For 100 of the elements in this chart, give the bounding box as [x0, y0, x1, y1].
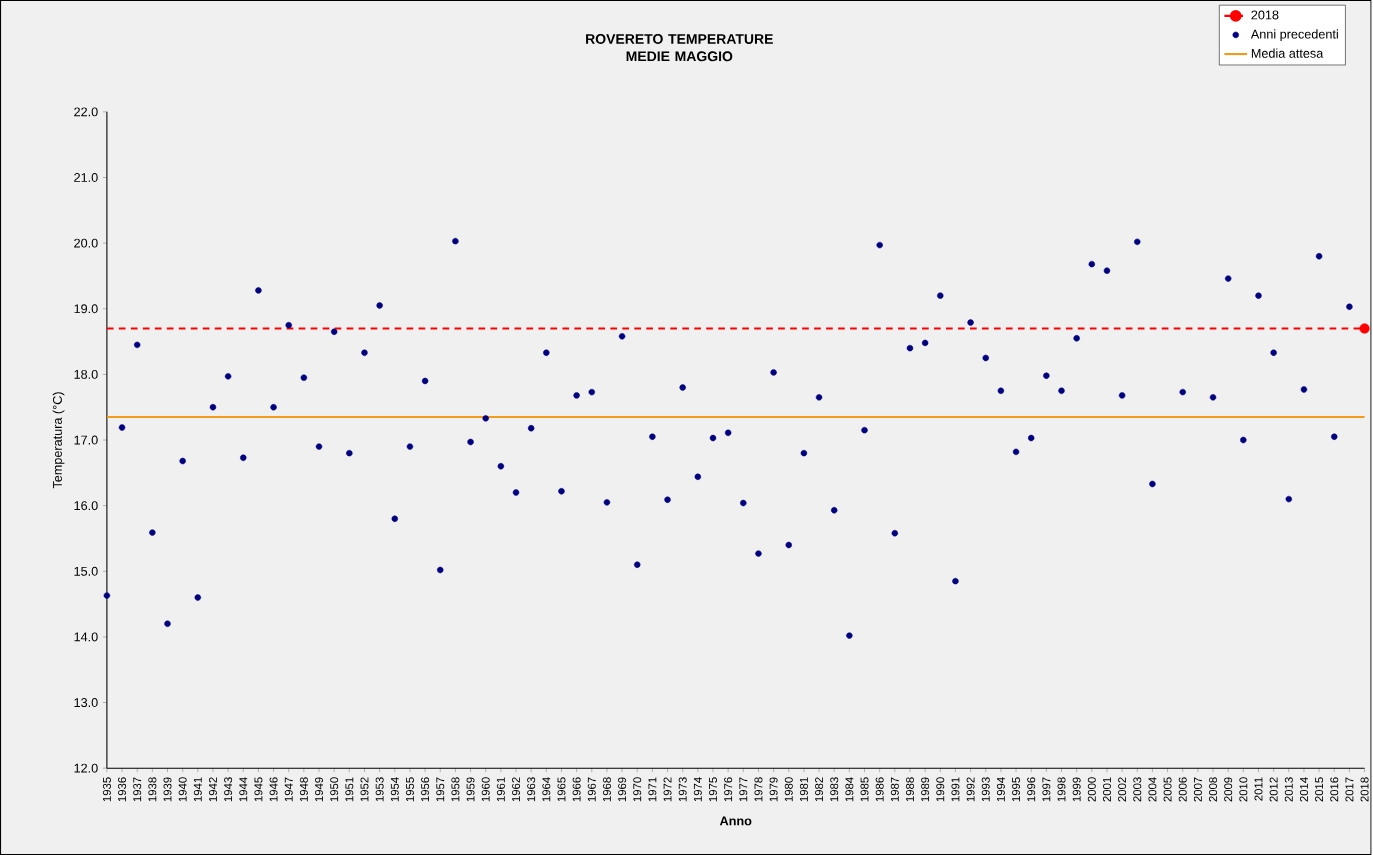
x-tick-label: 1971: [648, 777, 657, 802]
y-tick-label: 21.0: [74, 172, 98, 182]
y-axis-title: Temperatura (°C): [52, 392, 65, 489]
x-tick-label: 2007: [1193, 777, 1202, 802]
x-tick-label: 1966: [572, 777, 581, 802]
x-tick-label: 1980: [784, 777, 793, 802]
x-tick-label: 2002: [1118, 777, 1127, 802]
x-tick-label: 2018: [1360, 777, 1369, 802]
x-tick-label: 1957: [436, 777, 445, 802]
chart-title: ROVERETO TEMPERATURE MEDIE MAGGIO: [586, 33, 773, 62]
x-tick-label: 1944: [239, 777, 248, 802]
x-tick-label: 1987: [890, 777, 899, 802]
y-tick-label: 17.0: [74, 435, 98, 445]
x-tick-label: 1977: [739, 777, 748, 802]
x-tick-label: 1948: [299, 777, 308, 802]
x-tick-label: 2014: [1299, 777, 1308, 802]
x-tick-label: 1969: [618, 777, 627, 802]
x-tick-label: 1963: [527, 777, 536, 802]
x-tick-label: 1958: [451, 777, 460, 802]
x-tick-label: 2000: [1087, 777, 1096, 802]
x-tick-label: 1935: [102, 777, 111, 802]
x-tick-label: 1946: [269, 777, 278, 802]
x-tick-label: 1983: [830, 777, 839, 802]
x-tick-label: 1988: [905, 777, 914, 802]
y-tick-label: 22.0: [74, 107, 98, 117]
x-tick-label: 1979: [769, 777, 778, 802]
x-tick-label: 1997: [1042, 777, 1051, 802]
x-tick-label: 1943: [224, 777, 233, 802]
x-tick-label: 1942: [208, 777, 217, 802]
x-tick-label: 1992: [966, 777, 975, 802]
x-tick-label: 2012: [1269, 777, 1278, 802]
x-tick-label: 1936: [118, 777, 127, 802]
x-tick-label: 2005: [1163, 777, 1172, 802]
x-tick-label: 2001: [1102, 777, 1111, 802]
y-tick-label: 12.0: [74, 763, 98, 773]
x-tick-label: 2015: [1315, 777, 1324, 802]
x-tick-label: 1998: [1057, 777, 1066, 802]
x-tick-label: 1938: [148, 777, 157, 802]
x-tick-label: 1974: [693, 777, 702, 802]
x-tick-label: 1991: [951, 777, 960, 802]
y-tick-label: 15.0: [74, 566, 98, 576]
x-axis-title: Anno: [719, 816, 752, 826]
x-tick-label: 1952: [360, 777, 369, 802]
y-tick-label: 20.0: [74, 238, 98, 248]
x-tick-label: 1960: [481, 777, 490, 802]
x-tick-label: 2013: [1284, 777, 1293, 802]
x-tick-label: 1945: [254, 777, 263, 802]
x-tick-label: 2006: [1178, 777, 1187, 802]
x-tick-label: 2009: [1224, 777, 1233, 802]
x-tick-label: 1961: [496, 777, 505, 802]
x-tick-label: 2010: [1239, 777, 1248, 802]
x-tick-label: 1993: [981, 777, 990, 802]
x-tick-label: 2004: [1148, 777, 1157, 802]
x-tick-label: 1986: [875, 777, 884, 802]
x-tick-label: 2016: [1330, 777, 1339, 802]
x-tick-label: 1967: [587, 777, 596, 802]
x-tick-label: 1982: [815, 777, 824, 802]
x-tick-label: 1972: [663, 777, 672, 802]
x-tick-label: 1951: [345, 777, 354, 802]
x-tick-label: 2008: [1209, 777, 1218, 802]
x-tick-label: 1949: [315, 777, 324, 802]
x-tick-label: 1970: [633, 777, 642, 802]
x-tick-label: 1994: [996, 777, 1005, 802]
x-tick-label: 1965: [557, 777, 566, 802]
x-tick-label: 1954: [390, 777, 399, 802]
legend-label: Anni precedenti: [1250, 29, 1338, 42]
x-tick-label: 1995: [1012, 777, 1021, 802]
y-tick-label: 18.0: [74, 369, 98, 379]
y-tick-label: 13.0: [74, 698, 98, 707]
x-tick-label: 1955: [405, 777, 414, 802]
x-tick-label: 1978: [754, 777, 763, 802]
x-tick-label: 1962: [512, 777, 521, 802]
x-tick-label: 1941: [193, 777, 202, 802]
x-tick-label: 1973: [678, 777, 687, 802]
x-tick-label: 1975: [709, 777, 717, 802]
y-tick-label: 19.0: [74, 304, 98, 314]
x-tick-label: 1964: [542, 777, 551, 802]
x-tick-label: 1981: [799, 777, 808, 802]
x-tick-label: 1989: [921, 777, 930, 802]
x-tick-label: 2017: [1345, 777, 1354, 802]
x-tick-label: 1950: [330, 777, 339, 802]
x-tick-label: 1937: [133, 777, 142, 802]
x-tick-label: 1968: [602, 777, 611, 802]
x-tick-label: 1947: [284, 777, 293, 802]
y-tick-label: 16.0: [74, 501, 98, 511]
x-tick-label: 1996: [1027, 777, 1036, 802]
x-tick-label: 1984: [845, 777, 854, 802]
legend-label: 2018: [1251, 10, 1279, 20]
x-tick-label: 1959: [466, 777, 475, 802]
x-tick-label: 1976: [724, 777, 733, 802]
x-tick-label: 1956: [421, 777, 430, 802]
x-tick-label: 1985: [860, 777, 869, 802]
x-tick-label: 1999: [1072, 777, 1081, 802]
x-tick-label: 2003: [1133, 777, 1142, 802]
x-tick-label: 2011: [1254, 777, 1263, 801]
y-tick-label: 14.0: [74, 632, 98, 642]
x-tick-label: 1953: [375, 777, 384, 802]
x-tick-label: 1940: [178, 777, 187, 802]
x-tick-label: 1990: [936, 777, 945, 802]
legend-label: Media attesa: [1251, 48, 1324, 58]
